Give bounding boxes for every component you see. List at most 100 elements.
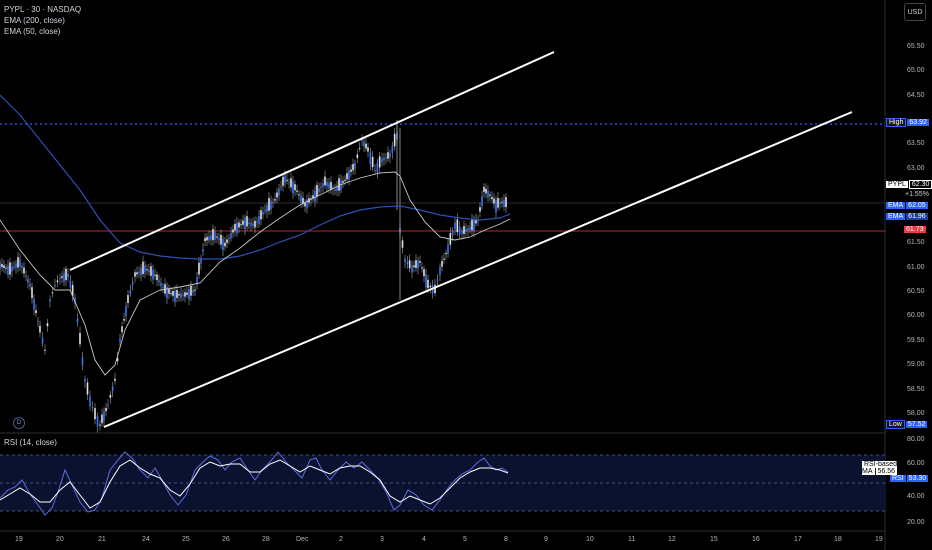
time-label: 10 (586, 536, 594, 543)
ema-200-line (0, 94, 511, 260)
candle-body (21, 265, 23, 268)
candle-body (274, 199, 276, 201)
time-label: 16 (752, 536, 760, 543)
candle-body (300, 195, 302, 203)
candle-body (248, 222, 250, 225)
time-label: 3 (380, 536, 384, 543)
candle-body (266, 205, 268, 213)
tradingview-logo-icon[interactable]: D (13, 417, 25, 429)
candle-body (304, 202, 306, 207)
candle-body (495, 200, 497, 213)
candle-body (369, 152, 372, 165)
candle-body (344, 179, 346, 181)
candle-body (381, 158, 383, 163)
candle-body (190, 285, 192, 296)
candle-body (250, 222, 252, 226)
candle-body (292, 181, 294, 194)
candle-body (27, 279, 29, 283)
candle-body (79, 332, 81, 345)
candle-body (434, 284, 436, 294)
candle-body (324, 176, 326, 186)
candle-body (69, 280, 72, 288)
candle-body (417, 260, 419, 269)
channel-lower-line[interactable] (103, 111, 853, 428)
candle-body (350, 169, 352, 172)
price-label: 59.50 (907, 337, 925, 344)
candle-body (485, 188, 487, 194)
candle-body (156, 274, 158, 281)
candle-body (200, 257, 202, 264)
candle-body (94, 408, 96, 420)
candle-body (404, 258, 406, 263)
candle-body (242, 220, 244, 225)
candle-body (109, 394, 112, 398)
candle-body (63, 273, 65, 283)
time-label: 28 (262, 536, 270, 543)
ema200-legend[interactable]: EMA (200, close) (4, 16, 65, 25)
candle-body (220, 234, 222, 245)
candle-body (146, 269, 148, 271)
candle-body (346, 173, 348, 180)
time-label: 4 (422, 536, 426, 543)
candle-body (204, 238, 206, 242)
symbol-title[interactable]: PYPL · 30 · NASDAQ (4, 5, 82, 14)
candle-body (272, 201, 274, 203)
candle-body (152, 270, 154, 280)
price-axis[interactable]: 65.50 65.00 64.50 63.50 63.00 61.50 61.0… (886, 0, 932, 433)
time-axis[interactable]: 19 20 21 24 25 26 28 Dec 2 3 4 5 8 9 10 11 12 15 16 17 18 19 (0, 533, 885, 550)
candle-body (489, 194, 491, 196)
candle-body (212, 229, 214, 241)
candle-body (445, 252, 447, 254)
candle-body (328, 183, 330, 189)
candle-body (101, 414, 103, 424)
channel-upper-line[interactable] (69, 51, 555, 271)
rsi-legend[interactable]: RSI (14, close) (4, 438, 57, 447)
candle-body (214, 232, 216, 240)
price-label: 59.00 (907, 361, 925, 368)
candle-body (491, 197, 493, 200)
symbol-tag: PYPL 62.30 +1.55% (886, 180, 932, 198)
price-label: 61.50 (907, 239, 925, 246)
candle-body (208, 236, 210, 241)
candle-body (429, 285, 432, 288)
currency-button[interactable]: USD (904, 3, 926, 21)
rsi-axis[interactable]: 80.00 60.00 40.00 20.00 (886, 433, 932, 531)
candle-body (206, 236, 208, 241)
ema50-legend[interactable]: EMA (50, close) (4, 27, 61, 36)
candle-body (56, 280, 59, 283)
time-label: 12 (668, 536, 676, 543)
candle-body (256, 221, 258, 223)
candle-body (254, 220, 256, 228)
candle-body (51, 292, 54, 294)
candle-body (284, 175, 286, 183)
candle-body (166, 286, 168, 299)
candle-body (286, 179, 288, 181)
candle-body (356, 154, 359, 158)
candle-body (142, 261, 144, 275)
time-label: 9 (544, 536, 548, 543)
candle-body (71, 284, 74, 296)
candle-body (348, 170, 350, 180)
rsi-label: 80.00 (907, 436, 925, 443)
candle-body (232, 229, 234, 233)
time-label: 17 (794, 536, 802, 543)
time-label: Dec (296, 536, 309, 543)
candle-body (288, 181, 290, 183)
rsi-band (0, 455, 885, 511)
rsi-ma-tag: RSI-based MA 56.56 (862, 461, 898, 475)
time-label: 21 (98, 536, 106, 543)
candle-body (376, 163, 379, 173)
candle-body (172, 291, 174, 296)
candle-body (5, 267, 7, 269)
candle-body (19, 259, 21, 267)
time-label: 26 (222, 536, 230, 543)
candle-body (310, 198, 312, 200)
candle-body (401, 240, 404, 248)
candle-body (125, 306, 127, 316)
candle-body (441, 260, 443, 267)
candle-body (365, 143, 367, 149)
candle-body (334, 189, 336, 191)
candle-body (465, 228, 467, 232)
time-label: 19 (15, 536, 23, 543)
